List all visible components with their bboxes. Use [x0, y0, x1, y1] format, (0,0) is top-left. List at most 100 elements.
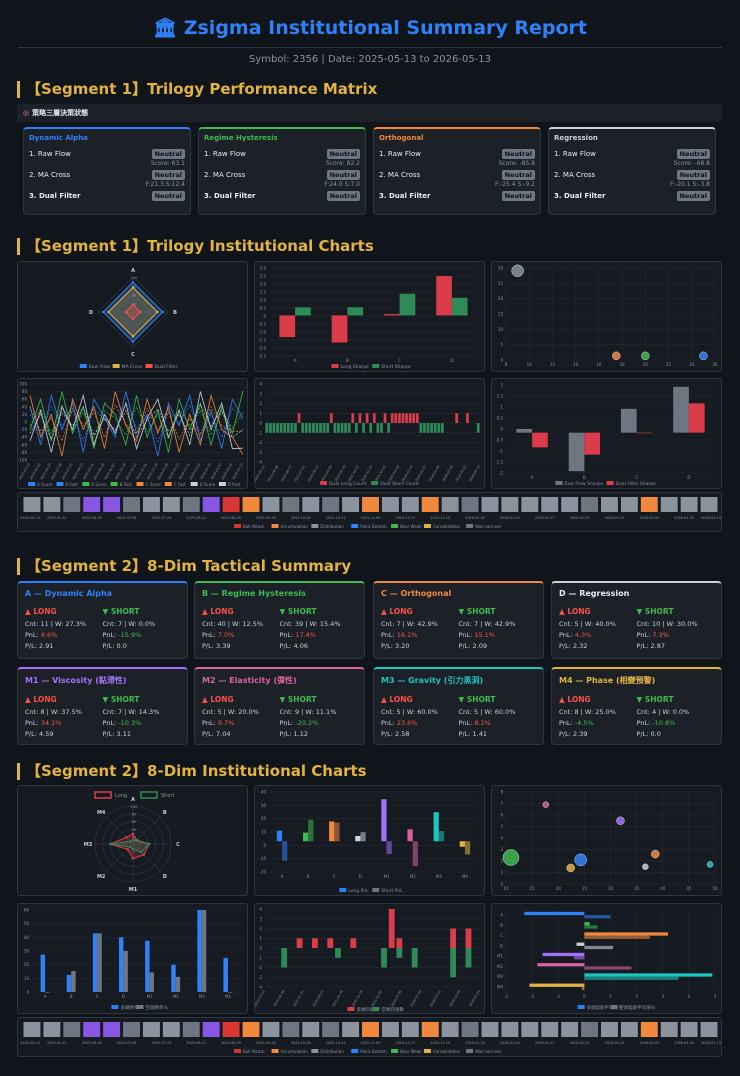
y-tick-label: -2 — [258, 965, 262, 970]
x-tick-label: B — [346, 358, 349, 363]
s2-stack-panel: 4 3 2 1 0 -1 -2 -3 -4 2025-05-13 2025-06-16 2025-07… — [254, 903, 485, 1014]
bar-dual-short-count — [369, 423, 373, 433]
y-tick-label: -2 — [258, 440, 262, 445]
x-tick-label: 2025-10-04 — [291, 1041, 311, 1045]
radar-axis-label: B — [173, 310, 177, 316]
bar-空頭訊號數 — [465, 948, 472, 968]
x-tick-label: 2025-06-27 — [280, 465, 293, 483]
x-tick-label: 26 — [712, 362, 718, 367]
radar-axis-label: M1 — [129, 887, 138, 893]
regime-cell — [581, 1022, 599, 1037]
y-tick-label: B — [500, 923, 503, 928]
s2-radar-panel: A B C D M1 M2 M3 M4 100 80 60 40 20 Long Short — [17, 785, 248, 896]
radar-axis-label: M4 — [97, 810, 106, 816]
legend-label: Short Sharpe — [381, 364, 411, 370]
y-tick-label: 40 — [24, 935, 30, 940]
title-divider — [18, 47, 722, 48]
legend-label: Long — [115, 793, 127, 799]
s1-dual-panel: 4 3 2 1 0 -1 -2 -3 -4 2025-05-13 2025-06-06 2025-06… — [254, 378, 485, 489]
bar-dual-long-count — [415, 413, 419, 423]
trilogy-row: 1. Raw Flow Neutral — [204, 148, 360, 159]
y-tick-label: D — [500, 943, 503, 948]
legend-label: MA Cross — [122, 364, 143, 370]
bar-dual-short-count — [337, 423, 340, 433]
regime-cell — [401, 1022, 419, 1037]
s1-sharpe-panel: 3.0 2.5 2.0 1.5 1.0 0.5 0 -0.5 -1.0 -1.5 -2.0 -2.5 A… — [254, 261, 485, 372]
tactical-short-label: ▼ SHORT — [102, 695, 140, 704]
regime-cell — [103, 497, 121, 512]
x-tick-label: 3 — [661, 994, 664, 999]
legend-swatch — [391, 1049, 399, 1053]
y-tick-label: -1 — [258, 430, 262, 435]
status-badge: Neutral — [501, 148, 535, 159]
x-tick-label: 2025-11-27 — [395, 1041, 415, 1045]
legend-label: Raw Flow Sharpe — [564, 481, 603, 487]
bar-dual-filter-sharpe — [532, 432, 548, 448]
legend-swatch — [610, 1005, 618, 1009]
x-tick-label: 2026-02-25 — [570, 516, 590, 520]
x-tick-label: D — [359, 874, 362, 879]
regime-cell — [302, 1022, 320, 1037]
x-tick-label: 1 — [609, 994, 612, 999]
status-badge: Neutral — [326, 169, 360, 180]
tactical-short-label: ▼ SHORT — [636, 695, 674, 704]
y-tick-label: -4 — [258, 460, 262, 465]
x-tick-label: 2026-02-25 — [570, 1041, 590, 1045]
x-tick-label: 2025-06-18 — [82, 516, 102, 520]
tactical-pnl-label: PnL: — [202, 631, 218, 639]
radar-point — [131, 839, 135, 842]
bar-long-pnl — [459, 841, 465, 847]
bar-dual-short-count — [380, 423, 383, 433]
y-tick-label: 4 — [259, 907, 262, 912]
regime-cell — [501, 497, 519, 512]
trilogy-card-title: Dynamic Alpha — [29, 134, 88, 142]
trilogy-row: 1. Raw Flow Neutral — [29, 148, 185, 159]
regime-cell — [441, 497, 459, 512]
bar-多頭訊號數 — [311, 938, 318, 948]
trilogy-row-label: 2. MA Cross — [554, 170, 596, 179]
bar-多頭訊號數 — [327, 938, 334, 948]
legend-swatch — [351, 1049, 359, 1053]
regime-cell — [342, 497, 360, 512]
tactical-short-label: ▼ SHORT — [458, 607, 496, 616]
radar-tick-label: 60 — [132, 820, 136, 824]
trilogy-row: 1. Raw Flow Neutral — [554, 148, 710, 159]
x-tick-label: M2 — [173, 994, 179, 999]
segment1-matrix-heading: 【Segment 1】Trilogy Performance Matrix — [17, 81, 377, 98]
tactical-pf: P/L: 4.59 — [25, 730, 54, 738]
tactical-pnl-line: PnL: 16.1% — [381, 630, 459, 641]
x-tick-label: -3 — [504, 994, 508, 999]
x-tick-label: 2026-04-02 — [639, 516, 659, 520]
y-tick-label: 10 — [498, 327, 504, 332]
x-tick-label: 2026-05-13 — [468, 990, 481, 1008]
tactical-pf: P/L: 3.39 — [202, 642, 231, 650]
bank-icon: 🏛 — [152, 17, 178, 39]
legend-swatch — [372, 364, 380, 368]
tactical-count: Cnt: 5 | W: 60.0% — [458, 708, 516, 716]
regime-cell — [441, 1022, 459, 1037]
y-tick-label: 60 — [22, 397, 28, 402]
x-tick-label: 35 — [634, 886, 640, 891]
segment2-charts-heading: 【Segment 2】8-Dim Institutional Charts — [17, 763, 367, 780]
radar-tick-label: 80 — [132, 813, 136, 817]
trilogy-card: Regression 1. Raw Flow Neutral Score: -68.8… — [548, 127, 716, 215]
tactical-short-label: ▼ SHORT — [636, 607, 674, 616]
y-tick-label: A — [500, 913, 503, 918]
bar-short-sharpe — [451, 297, 468, 316]
regime-cell — [601, 497, 618, 512]
x-tick-label: 2026-01-20 — [500, 1041, 520, 1045]
legend-swatch — [423, 524, 431, 528]
radar-axis-label: C — [176, 842, 180, 848]
tactical-pnl-line: PnL: 17.4% — [280, 630, 358, 641]
legend-label: A Score — [37, 482, 53, 487]
x-tick-label: M3 — [436, 874, 442, 879]
bar-- — [66, 974, 72, 992]
legend-label: 空頭勝率% — [146, 1004, 169, 1011]
x-tick-label: 2025-08-29 — [221, 1041, 241, 1045]
y-tick-label: 1 — [500, 405, 503, 410]
tactical-count: Cnt: 39 | W: 15.4% — [279, 620, 341, 628]
bar-- — [118, 937, 124, 992]
regime-cell — [521, 1022, 539, 1037]
tactical-card: M3 — Gravity (引力黑洞) ▲ LONG Cnt: 5 | W: 6… — [373, 667, 544, 745]
legend-swatch — [347, 1007, 355, 1011]
